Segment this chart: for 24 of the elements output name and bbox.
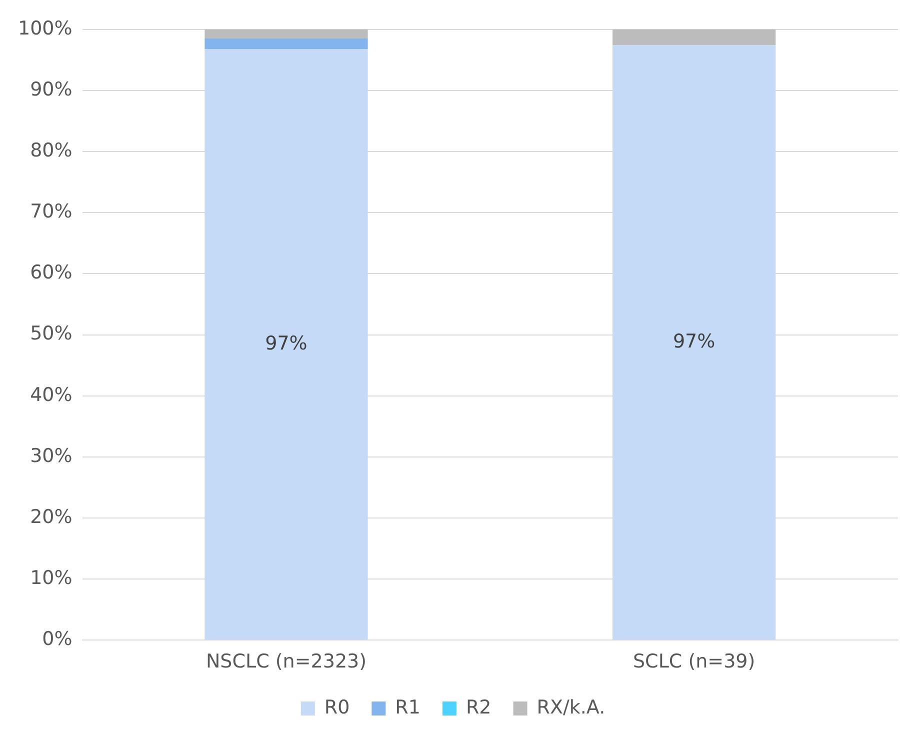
legend-label: R2	[466, 696, 492, 718]
y-tick-label: 60%	[30, 262, 72, 284]
y-tick-label: 80%	[30, 139, 72, 162]
bar	[204, 29, 368, 39]
y-tick-label: 100%	[18, 17, 72, 40]
y-tick-label: 0%	[42, 628, 72, 650]
legend-label: RX/k.A.	[536, 696, 606, 718]
y-tick-label: 30%	[30, 444, 72, 467]
y-tick-label: 70%	[30, 200, 72, 223]
legend-label: R0	[324, 696, 350, 718]
bar	[612, 29, 776, 46]
bar	[612, 45, 776, 640]
y-tick-label: 90%	[30, 78, 72, 100]
y-tick-label: 40%	[30, 384, 72, 406]
data-label: 97%	[265, 332, 308, 354]
bar	[204, 48, 368, 640]
y-tick-label: 10%	[30, 567, 72, 590]
y-tick-label: 20%	[30, 506, 72, 528]
legend-label: R1	[395, 696, 420, 718]
data-label: 97%	[672, 330, 716, 352]
x-tick-label: NSCLC (n=2323)	[206, 650, 367, 673]
y-tick-label: 50%	[30, 322, 72, 345]
bar	[204, 38, 368, 49]
x-tick-label: SCLC (n=39)	[632, 650, 756, 673]
